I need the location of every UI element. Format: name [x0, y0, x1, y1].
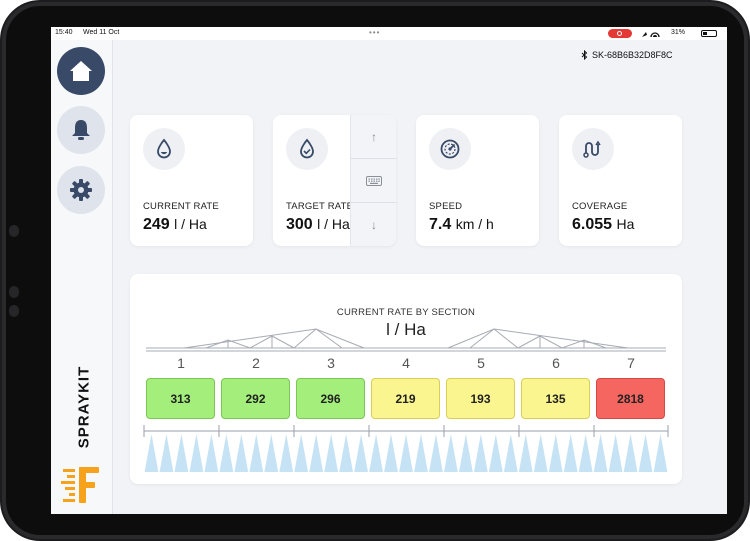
speed-card: SPEED 7.4 km / h [416, 115, 539, 246]
side-button [9, 305, 19, 317]
arrow-down-icon: ↓ [371, 217, 377, 232]
spray-cone [459, 434, 473, 472]
wifi-icon [641, 29, 665, 40]
spray-cone [548, 434, 563, 472]
spray-cone [399, 434, 413, 472]
spray-cone [578, 434, 593, 472]
home-button[interactable] [57, 47, 105, 95]
section-number: 7 [627, 355, 635, 371]
current-rate-card: CURRENT RATE 249 l / Ha [130, 115, 253, 246]
spray-cone [189, 434, 204, 472]
section-title: CURRENT RATE BY SECTION [336, 307, 476, 318]
coverage-card: COVERAGE 6.055 Ha [559, 115, 682, 246]
spray-cone [533, 434, 548, 472]
spray-cone [249, 434, 264, 472]
section-7-rate[interactable]: 2818 [596, 378, 665, 419]
spray-cone [339, 434, 353, 472]
spray-cone [144, 434, 159, 472]
boom-diagram [146, 328, 666, 352]
spray-cone [653, 434, 668, 472]
nozzle-spray-diagram [143, 425, 669, 472]
spray-cone [429, 434, 443, 472]
increase-rate-button[interactable]: ↑ [351, 115, 397, 158]
gear-icon [70, 179, 92, 201]
status-bar: 15:40 Wed 11 Oct ••• 31% [51, 27, 727, 40]
spraykit-logo-icon [59, 464, 105, 506]
spray-cone [309, 434, 324, 472]
spray-cone [563, 434, 578, 472]
card-label: TARGET RATE [286, 201, 354, 212]
section-5-rate[interactable]: 193 [446, 378, 515, 419]
spray-cone [444, 434, 458, 472]
card-value: 7.4 km / h [429, 216, 494, 233]
keyboard-entry-button[interactable] [351, 159, 397, 202]
section-number: 5 [477, 355, 485, 371]
bell-icon [72, 120, 90, 140]
device-id: SK-68B6B32D8F8C [581, 50, 673, 60]
keyboard-icon [366, 175, 382, 186]
section-1-rate[interactable]: 313 [146, 378, 215, 419]
card-value: 6.055 Ha [572, 216, 635, 233]
card-value: 300 l / Ha [286, 216, 350, 233]
notifications-button[interactable] [57, 106, 105, 154]
sidebar: SPRAYKIT [51, 40, 113, 514]
spray-cone [264, 434, 279, 472]
section-unit: l / Ha [386, 320, 426, 339]
spray-cone [354, 434, 368, 472]
section-4-rate[interactable]: 219 [371, 378, 440, 419]
section-number: 3 [327, 355, 335, 371]
status-time: 15:40 [55, 29, 73, 36]
settings-button[interactable] [57, 166, 105, 214]
side-button [9, 286, 19, 298]
spray-cone [204, 434, 219, 472]
card-label: SPEED [429, 201, 463, 212]
bluetooth-icon [581, 50, 588, 60]
spray-cone [219, 434, 234, 472]
section-number: 6 [552, 355, 560, 371]
section-2-rate[interactable]: 292 [221, 378, 290, 419]
spray-cone [324, 434, 339, 472]
section-number: 4 [402, 355, 410, 371]
section-6-rate[interactable]: 135 [521, 378, 590, 419]
section-3-rate[interactable]: 296 [296, 378, 365, 419]
spray-cone [638, 434, 653, 472]
section-number: 2 [252, 355, 260, 371]
card-label: COVERAGE [572, 201, 628, 212]
decrease-rate-button[interactable]: ↓ [351, 203, 397, 246]
route-icon [572, 128, 614, 170]
status-date: Wed 11 Oct [83, 29, 120, 36]
multitask-dots-icon[interactable]: ••• [369, 28, 381, 37]
brand-wordmark: SPRAYKIT [75, 365, 93, 449]
spray-cone [159, 434, 174, 472]
card-value: 249 l / Ha [143, 216, 207, 233]
spray-cone [503, 434, 518, 472]
spray-cone [414, 434, 428, 472]
target-rate-stepper: ↑ ↓ [350, 115, 397, 246]
spray-cone [294, 434, 309, 472]
side-button [9, 225, 19, 237]
droplet-icon [143, 128, 185, 170]
spray-cone [473, 434, 488, 472]
spray-cone [384, 434, 398, 472]
spray-cone [608, 434, 623, 472]
spray-cone [234, 434, 249, 472]
home-icon [70, 61, 92, 81]
spray-cone [279, 434, 294, 472]
app-screen: 15:40 Wed 11 Oct ••• 31% [51, 27, 727, 514]
battery-percent: 31% [671, 29, 686, 36]
spray-cone [623, 434, 638, 472]
battery-icon [701, 30, 717, 37]
section-rates-panel: CURRENT RATE BY SECTION l / Ha 1 2 3 4 5… [130, 274, 682, 484]
droplet-check-icon [286, 128, 328, 170]
spray-cone [369, 434, 383, 472]
speedometer-icon [429, 128, 471, 170]
spray-cone [488, 434, 503, 472]
card-label: CURRENT RATE [143, 201, 219, 212]
spray-cone [593, 434, 608, 472]
spray-cone [174, 434, 189, 472]
section-number: 1 [177, 355, 185, 371]
spray-cone [518, 434, 533, 472]
arrow-up-icon: ↑ [371, 129, 377, 144]
